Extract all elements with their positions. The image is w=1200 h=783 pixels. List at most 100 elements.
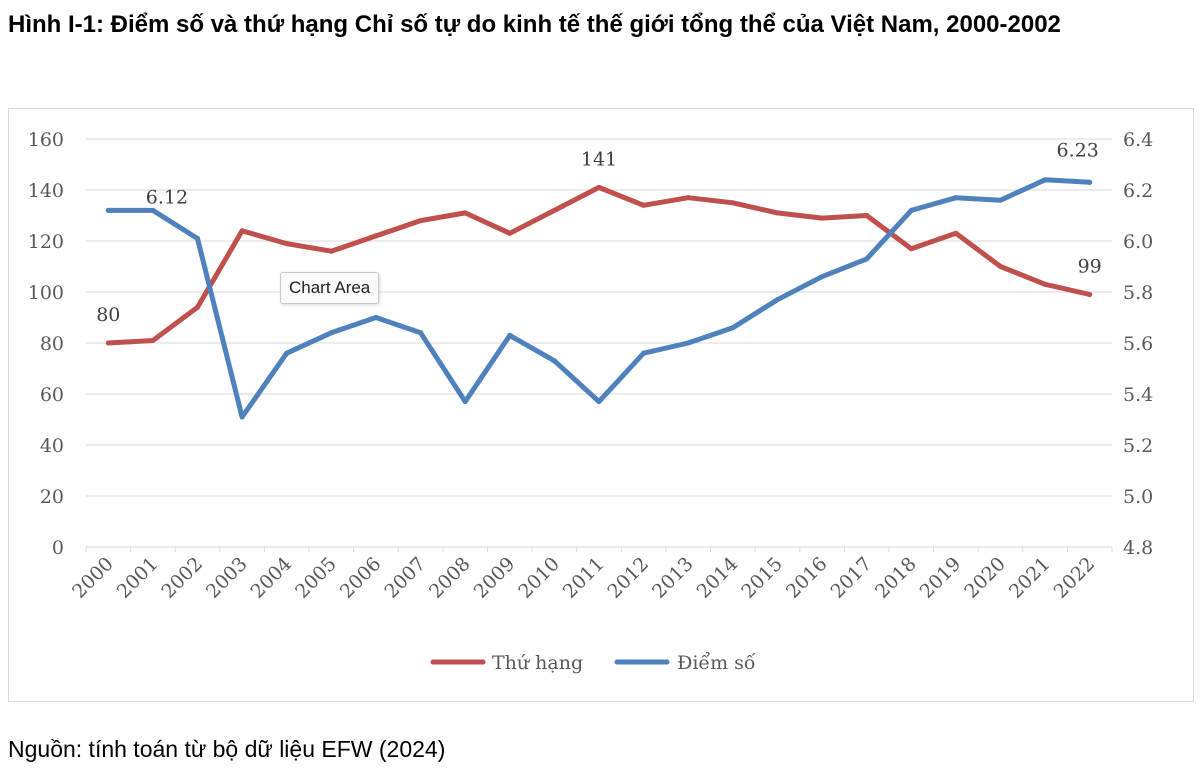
data-point-diem-so bbox=[774, 297, 780, 303]
data-point-thu-hang bbox=[1087, 292, 1093, 298]
x-tick-label: 2008 bbox=[425, 553, 475, 603]
data-point-diem-so bbox=[328, 330, 334, 336]
x-tick-label: 2020 bbox=[960, 553, 1010, 603]
left-axis-ticks: 0 20 40 60 80 100 120 140 160 bbox=[28, 129, 64, 559]
data-point-diem-so bbox=[1087, 179, 1093, 185]
data-point-thu-hang bbox=[864, 213, 870, 218]
x-tick-label: 2009 bbox=[470, 553, 520, 603]
data-point-thu-hang bbox=[284, 241, 290, 247]
right-tick-label: 5.4 bbox=[1123, 384, 1153, 406]
data-point-diem-so bbox=[819, 274, 825, 280]
data-point-thu-hang bbox=[328, 248, 334, 254]
left-tick-label: 160 bbox=[28, 129, 64, 151]
data-label: 141 bbox=[581, 148, 617, 170]
chart-area[interactable] bbox=[8, 108, 1194, 702]
series-lines bbox=[105, 177, 1093, 420]
x-tick-label: 2002 bbox=[157, 553, 207, 603]
data-point-thu-hang bbox=[1042, 281, 1048, 287]
data-point-thu-hang bbox=[774, 210, 780, 216]
left-tick-label: 80 bbox=[40, 333, 64, 355]
data-label: 99 bbox=[1078, 256, 1102, 278]
x-tick-label: 2015 bbox=[737, 553, 787, 603]
data-point-thu-hang bbox=[373, 233, 379, 239]
left-tick-label: 40 bbox=[40, 435, 64, 457]
right-tick-label: 5.8 bbox=[1123, 282, 1153, 304]
x-tick-label: 2001 bbox=[113, 553, 163, 603]
data-point-diem-so bbox=[685, 340, 691, 346]
right-tick-label: 5.2 bbox=[1123, 435, 1153, 457]
data-point-thu-hang bbox=[685, 195, 691, 201]
left-tick-label: 140 bbox=[28, 180, 64, 202]
figure-title: Hình I-1: Điểm số và thứ hạng Chỉ số tự … bbox=[8, 11, 1061, 38]
data-point-diem-so bbox=[864, 256, 870, 262]
x-tick-label: 2017 bbox=[826, 553, 876, 603]
data-point-thu-hang bbox=[239, 228, 245, 234]
data-point-diem-so bbox=[730, 325, 736, 331]
x-tick-label: 2005 bbox=[291, 553, 341, 603]
legend: Thứ hạng Điểm số bbox=[430, 652, 756, 674]
right-tick-label: 4.8 bbox=[1123, 537, 1153, 559]
data-point-thu-hang bbox=[997, 264, 1003, 269]
left-tick-label: 60 bbox=[40, 384, 64, 406]
right-axis-ticks: 4.8 5.0 5.2 5.4 5.6 5.8 6.0 6.2 6.4 bbox=[1123, 129, 1153, 559]
data-point-diem-so bbox=[596, 399, 602, 405]
legend-label: Điểm số bbox=[677, 652, 756, 674]
x-tick-label: 2010 bbox=[514, 553, 564, 603]
data-labels: 80 141 99 6.12 6.23 bbox=[96, 139, 1102, 326]
data-point-diem-so bbox=[150, 207, 156, 213]
legend-label: Thứ hạng bbox=[492, 652, 583, 674]
chart-area-tooltip: Chart Area bbox=[280, 272, 380, 304]
data-point-diem-so bbox=[551, 358, 557, 364]
x-tick-label: 2018 bbox=[871, 553, 921, 603]
right-tick-label: 5.0 bbox=[1123, 486, 1153, 508]
data-point-diem-so bbox=[462, 399, 468, 405]
data-point-diem-so bbox=[908, 207, 914, 213]
data-point-thu-hang bbox=[418, 218, 424, 224]
right-tick-label: 6.2 bbox=[1123, 180, 1153, 202]
x-tick-label: 2022 bbox=[1049, 553, 1099, 603]
x-tick-label: 2012 bbox=[603, 553, 653, 603]
data-point-thu-hang bbox=[462, 210, 468, 216]
right-tick-label: 5.6 bbox=[1123, 333, 1153, 355]
gridlines bbox=[85, 138, 1113, 552]
data-point-diem-so bbox=[195, 235, 201, 241]
x-tick-label: 2016 bbox=[782, 553, 832, 603]
data-point-diem-so bbox=[418, 330, 424, 336]
data-point-thu-hang bbox=[150, 337, 156, 343]
data-point-thu-hang bbox=[908, 246, 914, 252]
x-tick-label: 2011 bbox=[559, 553, 609, 603]
data-point-diem-so bbox=[1042, 177, 1048, 183]
data-point-thu-hang bbox=[730, 200, 736, 206]
data-point-diem-so bbox=[641, 350, 647, 356]
series-line-thu-hang bbox=[105, 184, 1093, 346]
data-point-thu-hang bbox=[195, 304, 201, 310]
data-point-diem-so bbox=[997, 197, 1003, 203]
left-tick-label: 100 bbox=[28, 282, 64, 304]
x-tick-label: 2006 bbox=[336, 553, 386, 603]
right-tick-label: 6.4 bbox=[1123, 129, 1153, 151]
data-point-diem-so bbox=[239, 414, 245, 420]
x-tick-label: 2021 bbox=[1005, 553, 1055, 603]
x-tick-label: 2014 bbox=[693, 553, 743, 603]
data-point-thu-hang bbox=[105, 340, 111, 346]
left-tick-label: 120 bbox=[28, 231, 64, 253]
x-tick-label: 2007 bbox=[380, 553, 430, 603]
x-tick-label: 2004 bbox=[247, 553, 297, 603]
data-point-thu-hang bbox=[953, 230, 959, 236]
data-label: 80 bbox=[96, 304, 120, 326]
x-axis-ticks: 2000200120022003200420052006200720082009… bbox=[68, 553, 1099, 603]
right-tick-label: 6.0 bbox=[1123, 231, 1153, 253]
x-tick-label: 2003 bbox=[202, 553, 252, 603]
x-tick-label: 2019 bbox=[916, 553, 966, 603]
left-tick-label: 20 bbox=[40, 486, 64, 508]
source-note: Nguồn: tính toán từ bộ dữ liệu EFW (2024… bbox=[8, 736, 446, 762]
data-point-diem-so bbox=[953, 195, 959, 201]
data-point-diem-so bbox=[373, 315, 379, 320]
data-label: 6.12 bbox=[146, 186, 188, 208]
data-label: 6.23 bbox=[1057, 139, 1099, 161]
data-point-thu-hang bbox=[641, 202, 647, 208]
x-tick-label: 2013 bbox=[648, 553, 698, 603]
data-point-thu-hang bbox=[507, 230, 513, 236]
data-point-thu-hang bbox=[819, 215, 825, 221]
